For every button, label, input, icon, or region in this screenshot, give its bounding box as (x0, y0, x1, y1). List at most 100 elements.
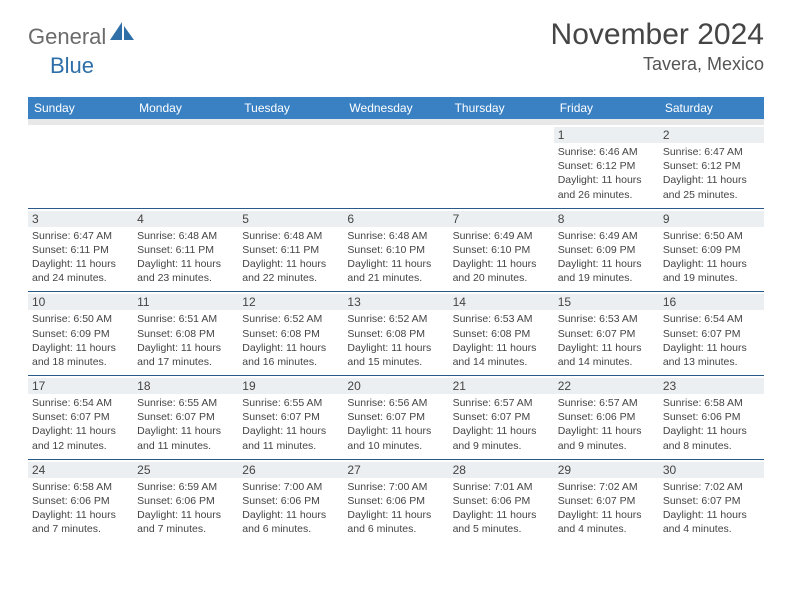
day-day1: Daylight: 11 hours (32, 424, 129, 438)
day-day1: Daylight: 11 hours (663, 341, 760, 355)
day-number: 24 (32, 463, 129, 477)
day-day1: Daylight: 11 hours (558, 341, 655, 355)
day-cell: 11Sunrise: 6:51 AMSunset: 6:08 PMDayligh… (133, 292, 238, 375)
day-sunrise: Sunrise: 7:02 AM (663, 480, 760, 494)
day-cell: 8Sunrise: 6:49 AMSunset: 6:09 PMDaylight… (554, 209, 659, 292)
day-cell: 9Sunrise: 6:50 AMSunset: 6:09 PMDaylight… (659, 209, 764, 292)
day-sunrise: Sunrise: 6:58 AM (663, 396, 760, 410)
weekday-header: Saturday (659, 97, 764, 119)
weekday-header: Sunday (28, 97, 133, 119)
day-cell: 3Sunrise: 6:47 AMSunset: 6:11 PMDaylight… (28, 209, 133, 292)
day-number: 14 (453, 295, 550, 309)
day-number: 26 (242, 463, 339, 477)
day-day2: and 11 minutes. (137, 439, 234, 453)
day-number: 13 (347, 295, 444, 309)
day-cell: 2Sunrise: 6:47 AMSunset: 6:12 PMDaylight… (659, 125, 764, 208)
day-cell (449, 125, 554, 208)
day-day1: Daylight: 11 hours (558, 508, 655, 522)
day-cell: 21Sunrise: 6:57 AMSunset: 6:07 PMDayligh… (449, 376, 554, 459)
day-number: 7 (453, 212, 550, 226)
logo-text-general: General (28, 24, 106, 50)
day-day1: Daylight: 11 hours (558, 173, 655, 187)
day-sunrise: Sunrise: 6:47 AM (663, 145, 760, 159)
day-number-row: 28 (449, 462, 554, 478)
day-cell: 28Sunrise: 7:01 AMSunset: 6:06 PMDayligh… (449, 460, 554, 543)
day-day2: and 10 minutes. (347, 439, 444, 453)
day-sunrise: Sunrise: 6:57 AM (558, 396, 655, 410)
day-number-row: 22 (554, 378, 659, 394)
day-cell: 6Sunrise: 6:48 AMSunset: 6:10 PMDaylight… (343, 209, 448, 292)
day-cell: 4Sunrise: 6:48 AMSunset: 6:11 PMDaylight… (133, 209, 238, 292)
day-number-row: 6 (343, 211, 448, 227)
calendar: Sunday Monday Tuesday Wednesday Thursday… (28, 97, 764, 542)
day-day1: Daylight: 11 hours (137, 257, 234, 271)
day-day2: and 25 minutes. (663, 188, 760, 202)
day-number-row: 11 (133, 294, 238, 310)
day-day2: and 23 minutes. (137, 271, 234, 285)
day-number-row (343, 127, 448, 143)
week-row: 17Sunrise: 6:54 AMSunset: 6:07 PMDayligh… (28, 375, 764, 459)
day-day2: and 21 minutes. (347, 271, 444, 285)
day-day1: Daylight: 11 hours (242, 508, 339, 522)
day-sunset: Sunset: 6:07 PM (558, 327, 655, 341)
day-sunrise: Sunrise: 6:47 AM (32, 229, 129, 243)
day-number-row: 14 (449, 294, 554, 310)
day-number (347, 128, 444, 142)
title-block: November 2024 Tavera, Mexico (551, 18, 764, 75)
logo: General (28, 18, 138, 50)
day-number-row: 15 (554, 294, 659, 310)
day-number: 1 (558, 128, 655, 142)
day-number: 12 (242, 295, 339, 309)
day-cell: 13Sunrise: 6:52 AMSunset: 6:08 PMDayligh… (343, 292, 448, 375)
day-sunrise: Sunrise: 6:50 AM (663, 229, 760, 243)
day-day1: Daylight: 11 hours (663, 508, 760, 522)
day-number: 28 (453, 463, 550, 477)
day-cell: 15Sunrise: 6:53 AMSunset: 6:07 PMDayligh… (554, 292, 659, 375)
day-day2: and 12 minutes. (32, 439, 129, 453)
weeks-container: 1Sunrise: 6:46 AMSunset: 6:12 PMDaylight… (28, 125, 764, 542)
day-number: 4 (137, 212, 234, 226)
day-number (32, 128, 129, 142)
day-sunset: Sunset: 6:08 PM (347, 327, 444, 341)
day-number: 30 (663, 463, 760, 477)
day-sunrise: Sunrise: 6:49 AM (558, 229, 655, 243)
day-day1: Daylight: 11 hours (453, 508, 550, 522)
month-title: November 2024 (551, 18, 764, 52)
week-row: 24Sunrise: 6:58 AMSunset: 6:06 PMDayligh… (28, 459, 764, 543)
day-number-row: 2 (659, 127, 764, 143)
day-sunset: Sunset: 6:09 PM (558, 243, 655, 257)
day-day2: and 17 minutes. (137, 355, 234, 369)
day-number-row: 5 (238, 211, 343, 227)
day-sunrise: Sunrise: 6:48 AM (137, 229, 234, 243)
day-number-row (449, 127, 554, 143)
day-day2: and 4 minutes. (663, 522, 760, 536)
day-number: 29 (558, 463, 655, 477)
day-day2: and 22 minutes. (242, 271, 339, 285)
day-number-row: 13 (343, 294, 448, 310)
day-number: 19 (242, 379, 339, 393)
day-cell (28, 125, 133, 208)
day-number-row: 18 (133, 378, 238, 394)
day-cell: 10Sunrise: 6:50 AMSunset: 6:09 PMDayligh… (28, 292, 133, 375)
day-day1: Daylight: 11 hours (242, 424, 339, 438)
day-cell: 23Sunrise: 6:58 AMSunset: 6:06 PMDayligh… (659, 376, 764, 459)
day-number-row (238, 127, 343, 143)
day-day2: and 9 minutes. (558, 439, 655, 453)
day-sunset: Sunset: 6:07 PM (453, 410, 550, 424)
day-day2: and 15 minutes. (347, 355, 444, 369)
day-cell: 12Sunrise: 6:52 AMSunset: 6:08 PMDayligh… (238, 292, 343, 375)
day-day1: Daylight: 11 hours (137, 341, 234, 355)
location: Tavera, Mexico (551, 54, 764, 75)
day-day2: and 20 minutes. (453, 271, 550, 285)
day-sunset: Sunset: 6:12 PM (663, 159, 760, 173)
day-number-row: 26 (238, 462, 343, 478)
day-day2: and 19 minutes. (558, 271, 655, 285)
day-day1: Daylight: 11 hours (347, 341, 444, 355)
day-sunset: Sunset: 6:06 PM (137, 494, 234, 508)
day-sunset: Sunset: 6:10 PM (453, 243, 550, 257)
day-day1: Daylight: 11 hours (32, 257, 129, 271)
day-cell: 30Sunrise: 7:02 AMSunset: 6:07 PMDayligh… (659, 460, 764, 543)
day-day2: and 14 minutes. (558, 355, 655, 369)
day-day2: and 6 minutes. (242, 522, 339, 536)
day-day2: and 7 minutes. (32, 522, 129, 536)
